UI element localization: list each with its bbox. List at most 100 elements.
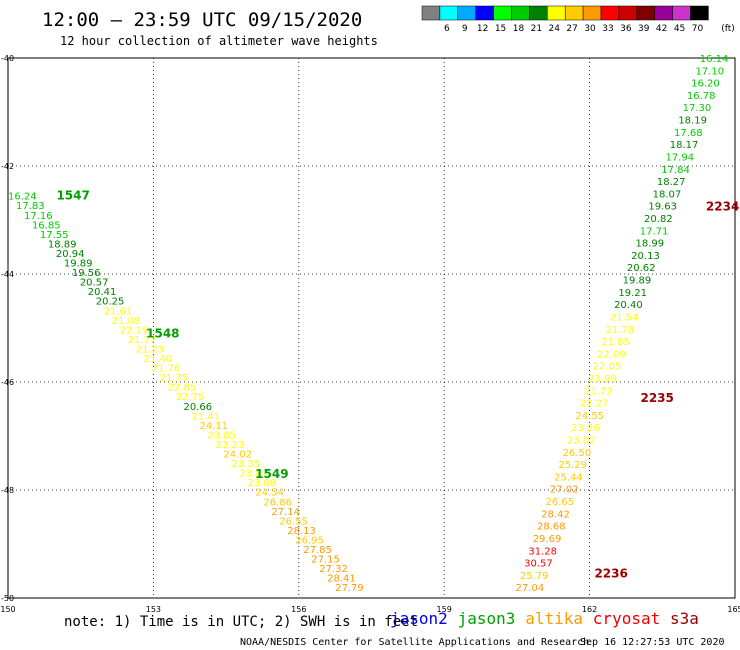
y-tick-label: -42 bbox=[1, 162, 14, 171]
legend-swatch bbox=[421, 5, 441, 21]
legend-swatch bbox=[582, 5, 602, 21]
wave-height-label: 21.76 bbox=[152, 364, 181, 375]
wave-height-label: 16.78 bbox=[687, 91, 716, 102]
legend-label: 36 bbox=[620, 24, 632, 34]
pass-time-label: 2234 bbox=[706, 200, 739, 214]
satellite-jason3: jason3 bbox=[458, 609, 516, 628]
legend-swatch bbox=[618, 5, 638, 21]
legend-swatch bbox=[654, 5, 673, 21]
satellite-cryosat: cryosat bbox=[593, 609, 660, 628]
color-legend: 6 9 12 15 18 21 24 27 30 33 36 39 42 45 70 (ft) bbox=[421, 5, 735, 34]
pass-time-label: 1547 bbox=[56, 189, 89, 203]
axis-ticks: 150 153 156 159 162 165 -40 -42 -44 -46 -48 -50 bbox=[0, 54, 740, 614]
wave-height-label: 27.04 bbox=[516, 583, 545, 594]
wave-height-label: 18.27 bbox=[657, 177, 686, 188]
wave-height-label: 22.85 bbox=[168, 383, 197, 394]
legend-swatch bbox=[439, 5, 459, 21]
wave-height-label: 27.79 bbox=[335, 583, 364, 594]
wave-height-label: 27.85 bbox=[303, 545, 332, 556]
legend-swatch bbox=[493, 5, 512, 21]
timestamp-text: Sep 16 12:27:53 UTC 2020 bbox=[580, 637, 725, 648]
wave-height-label: 18.17 bbox=[670, 140, 699, 151]
wave-height-label: 19.21 bbox=[618, 288, 647, 299]
wave-height-label: 20.41 bbox=[88, 287, 117, 298]
wave-height-label: 20.62 bbox=[627, 263, 656, 274]
footnote: note: 1) Time is in UTC; 2) SWH is in fe… bbox=[64, 614, 418, 630]
wave-height-label: 27.15 bbox=[311, 555, 340, 566]
wave-height-label: 28.41 bbox=[327, 574, 356, 585]
wave-height-label: 21.75 bbox=[160, 373, 189, 384]
wave-height-label: 21.54 bbox=[610, 312, 639, 323]
y-tick-label: -46 bbox=[1, 378, 14, 387]
wave-height-label: 28.68 bbox=[537, 522, 566, 533]
legend-swatch bbox=[547, 5, 566, 21]
satellite-s3a: s3a bbox=[670, 609, 699, 628]
wave-height-label: 18.07 bbox=[653, 189, 682, 200]
legend-label: 42 bbox=[656, 24, 667, 34]
wave-height-label: 26.65 bbox=[546, 497, 575, 508]
wave-height-label: 28.13 bbox=[287, 526, 316, 537]
wave-height-label: 26.50 bbox=[563, 448, 592, 459]
chart-subtitle: 12 hour collection of altimeter wave hei… bbox=[60, 34, 378, 48]
wave-height-label: 26.86 bbox=[263, 497, 292, 508]
track-jason3: 16.2417.8317.1616.8517.5518.8920.9419.89… bbox=[8, 189, 364, 595]
wave-height-label: 17.94 bbox=[665, 152, 694, 163]
legend-label: 30 bbox=[584, 24, 596, 34]
legend-swatch bbox=[511, 5, 530, 21]
wave-height-label: 21.72 bbox=[584, 386, 613, 397]
wave-height-label: 23.88 bbox=[247, 478, 276, 489]
wave-height-label: 20.66 bbox=[184, 402, 213, 413]
satellite-jason2: jason2 bbox=[390, 609, 448, 628]
legend-swatch bbox=[457, 5, 476, 21]
satellite-legend: jason2 jason3 altika cryosat s3a bbox=[390, 609, 699, 628]
wave-height-label: 21.23 bbox=[136, 344, 165, 355]
wave-height-label: 27.14 bbox=[271, 507, 300, 518]
legend-label: 70 bbox=[692, 24, 704, 34]
wave-height-label: 16.20 bbox=[691, 79, 720, 90]
wave-height-label: 17.55 bbox=[40, 230, 69, 241]
x-tick-label: 162 bbox=[582, 605, 597, 614]
legend-unit: (ft) bbox=[721, 24, 735, 34]
wave-height-label: 22.05 bbox=[593, 362, 622, 373]
wave-height-label: 16.24 bbox=[8, 192, 37, 203]
wave-height-label: 17.71 bbox=[640, 226, 669, 237]
satellite-altika: altika bbox=[525, 609, 583, 628]
wave-height-label: 22.75 bbox=[176, 392, 205, 403]
plot-frame bbox=[7, 57, 736, 599]
wave-height-label: 21.08 bbox=[112, 316, 141, 327]
pass-time-label: 1549 bbox=[255, 467, 288, 481]
wave-height-label: 23.23 bbox=[215, 440, 244, 451]
wave-height-label: 20.82 bbox=[644, 214, 673, 225]
wave-height-label: 29.69 bbox=[533, 534, 562, 545]
wave-height-label: 21.61 bbox=[104, 306, 133, 317]
wave-height-label: 21.41 bbox=[192, 411, 221, 422]
wave-height-label: 19.56 bbox=[72, 268, 101, 279]
wave-height-label: 19.63 bbox=[648, 202, 677, 213]
legend-label: 45 bbox=[674, 24, 685, 34]
y-tick-label: -48 bbox=[1, 486, 14, 495]
wave-height-label: 20.94 bbox=[56, 249, 85, 260]
wave-height-label: 25.29 bbox=[558, 460, 587, 471]
pass-time-label: 2236 bbox=[594, 567, 627, 581]
legend-label: 33 bbox=[602, 24, 613, 34]
wave-height-label: 21.40 bbox=[144, 354, 173, 365]
legend-swatch bbox=[529, 5, 548, 21]
legend-label: 18 bbox=[513, 24, 525, 34]
wave-height-label: 17.30 bbox=[683, 103, 712, 114]
wave-height-label: 23.35 bbox=[231, 459, 260, 470]
wave-height-label: 22.09 bbox=[597, 349, 626, 360]
y-tick-label: -44 bbox=[1, 270, 14, 279]
wave-height-label: 17.68 bbox=[674, 128, 703, 139]
x-tick-label: 159 bbox=[437, 605, 452, 614]
legend-label: 27 bbox=[566, 24, 577, 34]
legend-swatch bbox=[690, 5, 709, 21]
legend-label: 9 bbox=[462, 24, 468, 34]
wave-height-label: 24.02 bbox=[223, 450, 252, 461]
x-tick-label: 150 bbox=[0, 605, 15, 614]
wave-height-label: 31.28 bbox=[528, 546, 557, 557]
x-tick-label: 156 bbox=[291, 605, 306, 614]
wave-height-label: 28.42 bbox=[541, 509, 570, 520]
wave-height-label: 17.84 bbox=[661, 165, 690, 176]
wave-height-label: 27.32 bbox=[319, 564, 348, 575]
